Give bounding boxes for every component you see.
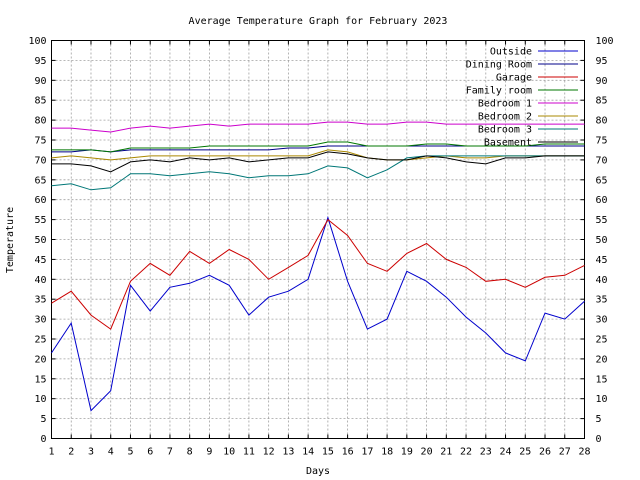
x-tick-label: 18 <box>381 447 393 458</box>
y-tick-label-right: 15 <box>596 374 608 385</box>
x-tick-label: 9 <box>206 447 212 458</box>
y-tick-label-right: 10 <box>596 394 608 405</box>
x-tick-label: 2 <box>68 447 74 458</box>
x-tick-label: 26 <box>539 447 551 458</box>
y-tick-label: 70 <box>34 155 46 166</box>
x-tick-label: 28 <box>578 447 590 458</box>
y-tick-label: 55 <box>34 215 46 226</box>
y-tick-label: 90 <box>34 76 46 87</box>
series-line-garage <box>51 218 585 330</box>
y-tick-label-right: 60 <box>596 195 608 206</box>
series-lines <box>51 121 585 412</box>
x-axis-label: Days <box>306 466 330 477</box>
x-tick-label: 27 <box>559 447 571 458</box>
x-tick-label: 24 <box>500 447 512 458</box>
y-tick-label-right: 75 <box>596 136 608 147</box>
y-axis-label: Temperature <box>5 207 16 273</box>
x-tick-label: 1 <box>48 447 54 458</box>
y-tick-label-right: 80 <box>596 116 608 127</box>
x-tick-label: 13 <box>282 447 294 458</box>
y-tick-label: 65 <box>34 175 46 186</box>
legend-label-bedroom-3: Bedroom 3 <box>478 125 532 136</box>
x-tick-label: 16 <box>342 447 354 458</box>
y-tick-label: 25 <box>34 335 46 346</box>
y-tick-label-right: 55 <box>596 215 608 226</box>
series-line-bedroom-1 <box>51 121 585 133</box>
x-tick-label: 23 <box>480 447 492 458</box>
y-tick-label: 40 <box>34 275 46 286</box>
x-tick-label: 11 <box>243 447 255 458</box>
y-tick-label: 10 <box>34 394 46 405</box>
legend-label-outside: Outside <box>490 47 532 58</box>
y-tick-label-right: 45 <box>596 255 608 266</box>
legend-label-bedroom-2: Bedroom 2 <box>478 112 532 123</box>
y-tick-label-right: 20 <box>596 354 608 365</box>
x-tick-label: 25 <box>519 447 531 458</box>
y-tick-label: 85 <box>34 96 46 107</box>
series-line-bedroom-2 <box>51 149 585 161</box>
series-line-family-room <box>51 141 585 153</box>
y-tick-label: 0 <box>40 434 46 445</box>
x-tick-label: 12 <box>263 447 275 458</box>
series-line-bedroom-3 <box>51 155 585 191</box>
y-tick-label: 60 <box>34 195 46 206</box>
x-tick-label: 5 <box>127 447 133 458</box>
legend-label-family-room: Family room <box>466 86 532 97</box>
y-tick-label-right: 65 <box>596 175 608 186</box>
y-tick-label: 5 <box>40 414 46 425</box>
y-tick-label-right: 0 <box>596 434 602 445</box>
y-tick-label: 35 <box>34 295 46 306</box>
y-tick-label-right: 85 <box>596 96 608 107</box>
y-tick-label-right: 5 <box>596 414 602 425</box>
x-tick-label: 15 <box>322 447 334 458</box>
y-tick-label: 45 <box>34 255 46 266</box>
y-tick-label-right: 70 <box>596 155 608 166</box>
y-tick-label: 30 <box>34 315 46 326</box>
y-tick-label: 80 <box>34 116 46 127</box>
y-tick-label-right: 30 <box>596 315 608 326</box>
x-tick-label: 21 <box>440 447 452 458</box>
series-line-outside <box>51 215 585 412</box>
axis-ticks: 1 2 3 4 5 6 7 8 9 10 11 12 13 14 15 16 17 18 19 20 21 22 23 24 2… <box>28 36 613 458</box>
x-tick-label: 10 <box>223 447 235 458</box>
grid <box>51 40 585 439</box>
x-tick-label: 22 <box>460 447 472 458</box>
y-tick-label: 100 <box>28 36 46 47</box>
x-tick-label: 20 <box>421 447 433 458</box>
x-tick-label: 7 <box>167 447 173 458</box>
y-tick-label: 95 <box>34 56 46 67</box>
legend: Outside Dining Room Garage Family room Bedro… <box>466 47 578 149</box>
y-tick-label: 75 <box>34 136 46 147</box>
legend-label-basement: Basement <box>484 138 532 149</box>
legend-label-garage: Garage <box>496 73 532 84</box>
y-tick-label-right: 100 <box>596 36 614 47</box>
y-tick-label-right: 95 <box>596 56 608 67</box>
y-tick-label-right: 25 <box>596 335 608 346</box>
y-tick-label-right: 90 <box>596 76 608 87</box>
x-tick-label: 8 <box>187 447 193 458</box>
legend-label-bedroom-1: Bedroom 1 <box>478 99 532 110</box>
x-tick-label: 14 <box>302 447 314 458</box>
x-tick-label: 17 <box>361 447 373 458</box>
x-tick-label: 3 <box>88 447 94 458</box>
y-tick-label-right: 50 <box>596 235 608 246</box>
legend-label-dining-room: Dining Room <box>466 60 532 71</box>
y-tick-label-right: 40 <box>596 275 608 286</box>
x-tick-label: 4 <box>108 447 114 458</box>
series-line-basement <box>51 151 585 173</box>
x-tick-label: 19 <box>401 447 413 458</box>
y-tick-label: 50 <box>34 235 46 246</box>
y-tick-label: 15 <box>34 374 46 385</box>
y-tick-label: 20 <box>34 354 46 365</box>
x-tick-label: 6 <box>147 447 153 458</box>
chart-title: Average Temperature Graph for February 2… <box>189 16 448 27</box>
y-tick-label-right: 35 <box>596 295 608 306</box>
